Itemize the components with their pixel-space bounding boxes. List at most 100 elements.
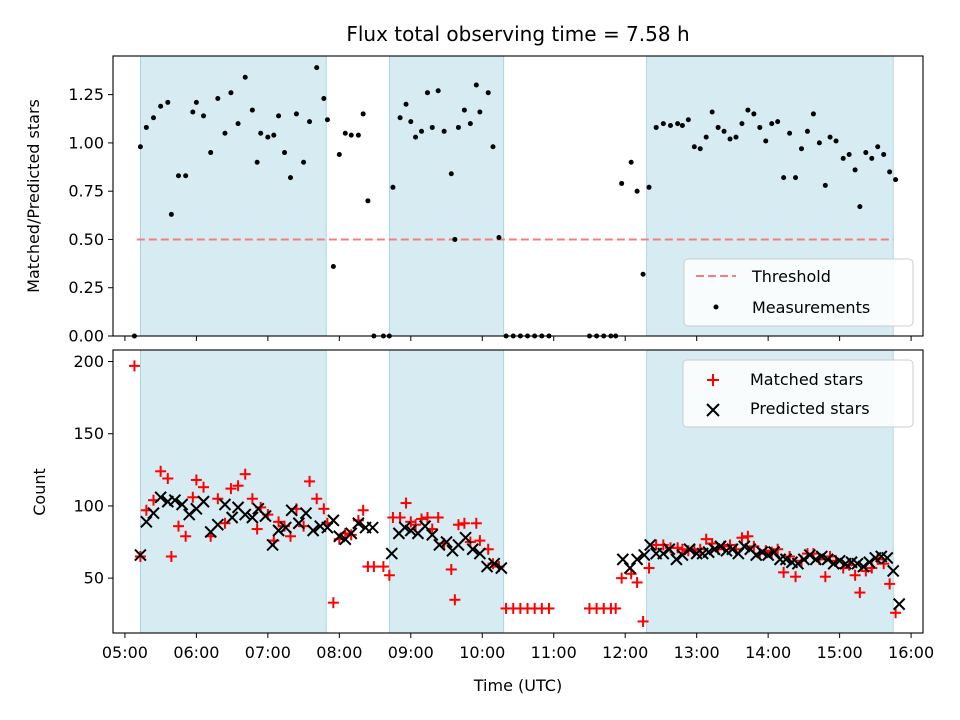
measurement-point bbox=[667, 123, 673, 129]
predicted-star-point bbox=[440, 535, 453, 549]
predicted-star-point bbox=[738, 540, 751, 553]
measurement-point bbox=[490, 144, 496, 150]
measurement-point bbox=[249, 107, 255, 113]
measurement-point bbox=[165, 99, 171, 105]
predicted-star-point bbox=[426, 528, 439, 542]
measurements-legend-label: Measurements bbox=[752, 298, 870, 317]
matched-star-point bbox=[676, 543, 688, 555]
predicted-star-point bbox=[487, 557, 501, 570]
measurement-point bbox=[254, 159, 260, 165]
predicted-star-point bbox=[299, 506, 313, 520]
measurement-point bbox=[751, 111, 757, 117]
predicted-star-point bbox=[623, 561, 637, 575]
measurement-point bbox=[822, 182, 828, 188]
bottom-xtick-label: 10:00 bbox=[459, 643, 505, 662]
matched-star-point bbox=[212, 493, 224, 505]
matched-star-point bbox=[225, 483, 237, 495]
matched-star-point bbox=[631, 576, 643, 588]
measurement-point bbox=[709, 109, 715, 115]
predicted-star-point bbox=[272, 524, 285, 537]
matched-star-point bbox=[394, 511, 406, 523]
matched-star-point bbox=[165, 550, 177, 562]
measurement-point bbox=[810, 111, 816, 117]
measurement-point bbox=[628, 159, 634, 165]
measurement-point bbox=[271, 132, 277, 138]
predicted-star-point bbox=[644, 538, 657, 552]
measurement-point bbox=[827, 134, 833, 140]
matched-star-point bbox=[198, 481, 210, 493]
predicted-legend-label: Predicted stars bbox=[750, 399, 870, 418]
bottom-xtick-label: 09:00 bbox=[388, 643, 434, 662]
measurement-point bbox=[893, 177, 899, 183]
matched-star-point bbox=[543, 602, 555, 614]
matched-star-point bbox=[474, 535, 486, 547]
bottom-y-axis-label: Count bbox=[30, 468, 49, 516]
matched-star-point bbox=[890, 607, 902, 619]
matched-star-point bbox=[849, 569, 861, 581]
matched-star-point bbox=[298, 520, 310, 532]
top-observing-window-1 bbox=[139, 55, 327, 337]
measurement-point bbox=[721, 128, 727, 134]
predicted-star-point bbox=[168, 493, 182, 507]
measurement-point bbox=[816, 140, 822, 146]
predicted-star-point bbox=[327, 514, 340, 527]
predicted-star-point bbox=[279, 521, 292, 534]
measurement-point bbox=[763, 138, 769, 144]
bottom-legend: Matched stars Predicted stars bbox=[682, 359, 914, 428]
measurement-point bbox=[215, 95, 221, 101]
predicted-star-point bbox=[657, 547, 670, 560]
top-ytick-label: 0.75 bbox=[68, 182, 104, 201]
measurement-point bbox=[419, 128, 425, 134]
matched-star-point bbox=[854, 587, 866, 599]
predicted-star-point bbox=[473, 547, 487, 560]
matched-star-point bbox=[357, 504, 369, 516]
matched-legend-label: Matched stars bbox=[750, 370, 863, 389]
predicted-star-point bbox=[352, 517, 365, 530]
measurement-point bbox=[769, 121, 775, 127]
bottom-observing-window-1 bbox=[139, 349, 327, 634]
predicted-star-point bbox=[803, 548, 817, 562]
matched-star-point bbox=[246, 493, 258, 505]
matched-star-point bbox=[377, 561, 389, 573]
bottom-xtick-label: 11:00 bbox=[531, 643, 577, 662]
measurement-point bbox=[403, 101, 409, 107]
measurement-point bbox=[307, 119, 313, 125]
measurement-point bbox=[413, 134, 419, 140]
bottom-ytick-label: 150 bbox=[73, 424, 104, 443]
matched-star-point bbox=[736, 532, 748, 544]
top-ytick-label: 0.25 bbox=[68, 278, 104, 297]
measurement-point bbox=[646, 184, 652, 190]
measurement-point bbox=[408, 119, 414, 125]
bottom-xtick-label: 06:00 bbox=[173, 643, 219, 662]
matched-star-point bbox=[162, 473, 174, 485]
matched-star-point bbox=[239, 468, 251, 480]
top-y-axis-label: Matched/Predicted stars bbox=[24, 99, 43, 293]
measurement-point bbox=[775, 119, 781, 125]
measurement-point bbox=[485, 90, 491, 96]
measurement-point bbox=[242, 74, 248, 80]
predicted-star-point bbox=[398, 521, 412, 534]
measurement-point bbox=[435, 88, 441, 94]
bottom-ytick-label: 200 bbox=[73, 352, 104, 371]
predicted-star-point bbox=[211, 518, 225, 531]
measurement-point bbox=[176, 173, 182, 179]
predicted-star-point bbox=[881, 551, 894, 565]
measurement-point bbox=[887, 169, 893, 175]
measurement-point bbox=[258, 130, 264, 136]
measurements-legend-marker bbox=[713, 304, 719, 310]
matched-star-point bbox=[884, 578, 896, 590]
threshold-legend-label: Threshold bbox=[751, 267, 831, 286]
matched-star-point bbox=[449, 594, 461, 606]
matched-star-point bbox=[128, 360, 140, 372]
measurement-point bbox=[321, 95, 327, 101]
measurement-point bbox=[355, 132, 361, 138]
measurement-point bbox=[840, 155, 846, 161]
predicted-star-point bbox=[663, 543, 676, 556]
predicted-star-point bbox=[683, 543, 696, 556]
measurement-point bbox=[619, 180, 625, 186]
measurement-point bbox=[137, 144, 143, 150]
measurement-point bbox=[448, 171, 454, 177]
predicted-star-point bbox=[708, 543, 721, 556]
bottom-xtick-label: 05:00 bbox=[102, 643, 148, 662]
bottom-panel: 50 100 150 200 05:00 06:00 07:00 08:00 09:00 10:… bbox=[30, 349, 934, 695]
